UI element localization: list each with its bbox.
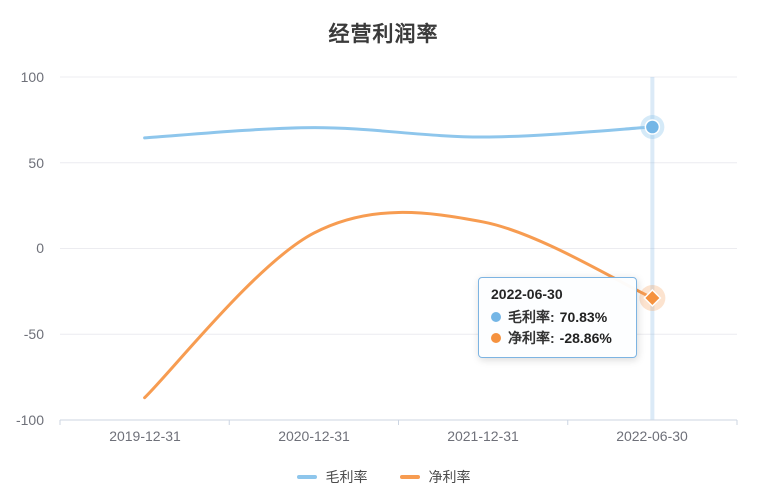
tooltip-item-value: -28.86%: [559, 329, 612, 346]
legend-label: 净利率: [428, 469, 471, 485]
legend-label: 毛利率: [325, 469, 368, 485]
x-axis-label-2022-06-30: 2022-06-30: [616, 428, 688, 444]
x-axis-label-2019-12-31: 2019-12-31: [109, 428, 181, 444]
chart-tooltip: 2022-06-30 毛利率: 70.83% 净利率: -28.86%: [478, 277, 637, 358]
x-axis-label-2020-12-31: 2020-12-31: [278, 428, 350, 444]
x-axis-label-2021-12-31: 2021-12-31: [447, 428, 519, 444]
legend-item-net-margin[interactable]: 净利率: [399, 467, 471, 487]
y-axis-label-50: 50: [28, 155, 44, 171]
tooltip-item-gross-margin: 毛利率: 70.83%: [491, 306, 624, 327]
tooltip-date: 2022-06-30: [491, 286, 563, 302]
net-margin-dot-icon: [491, 332, 501, 343]
chart-legend: 毛利率 净利率: [0, 467, 767, 487]
tooltip-item-label: 净利率:: [508, 329, 555, 346]
legend-item-gross-margin[interactable]: 毛利率: [296, 467, 368, 487]
gross-margin-dot-icon: [491, 311, 501, 322]
y-axis-label-100: 100: [20, 69, 44, 85]
y-axis-label-neg100: -100: [15, 412, 44, 428]
y-axis-label-neg50: -50: [23, 326, 44, 342]
tooltip-item-net-margin: 净利率: -28.86%: [491, 327, 624, 348]
y-axis-label-0: 0: [36, 240, 44, 256]
net-margin-line-icon: [399, 475, 420, 479]
tooltip-item-value: 70.83%: [559, 308, 608, 325]
gross-margin-line-icon: [296, 475, 317, 479]
chart-title: 经营利润率: [328, 23, 439, 46]
tooltip-item-label: 毛利率:: [508, 308, 555, 325]
